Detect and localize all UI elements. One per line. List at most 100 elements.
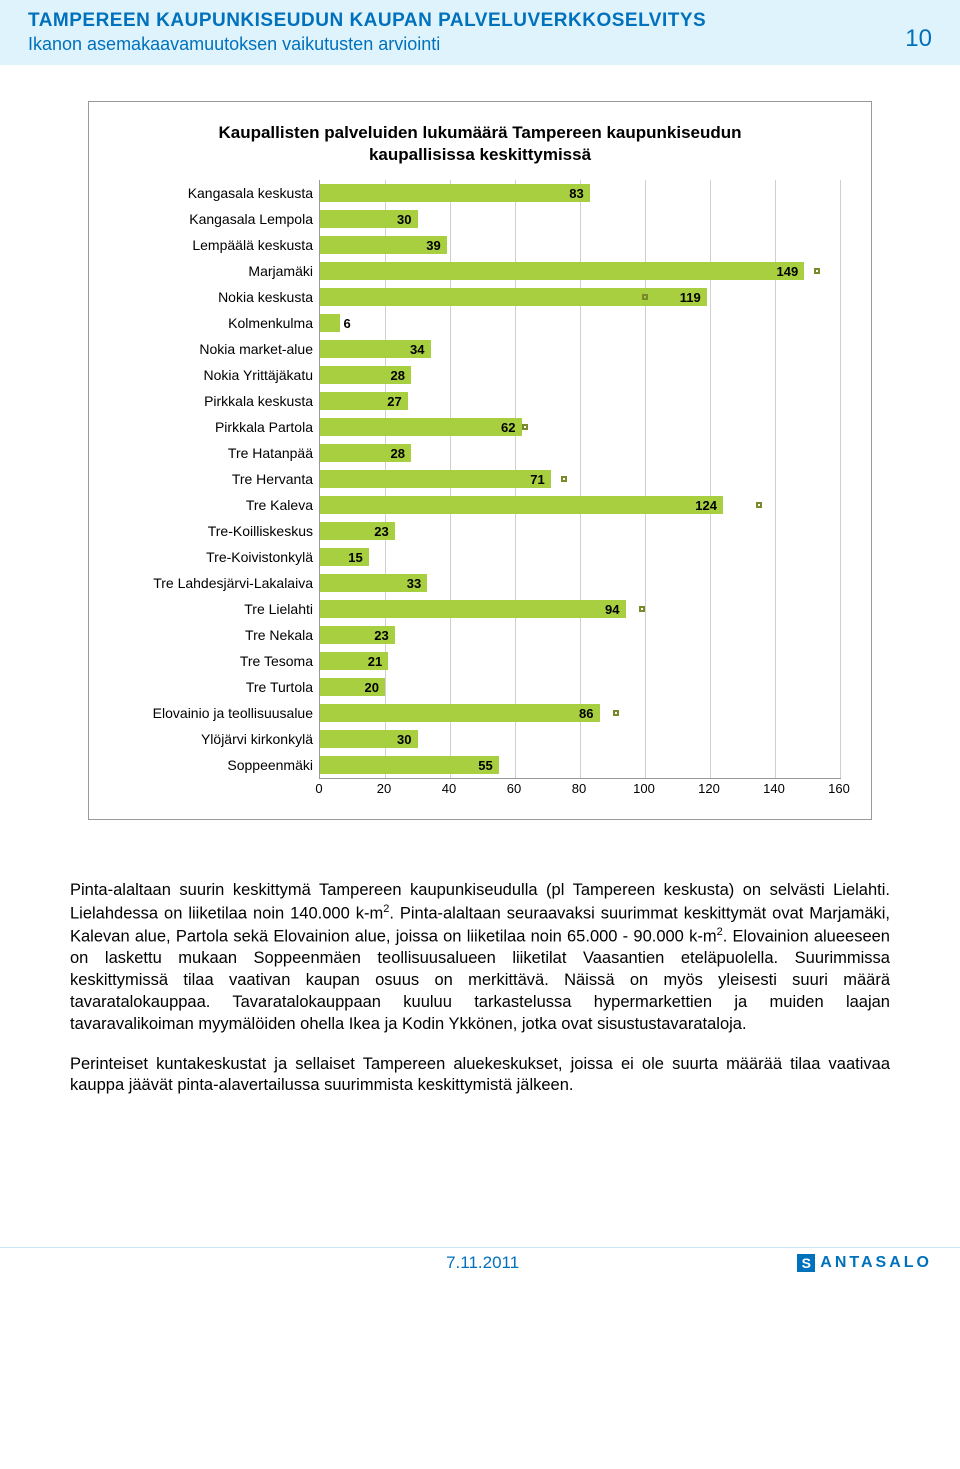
chart-bar: 39 [320, 236, 447, 254]
chart-bar-value: 83 [569, 186, 583, 201]
chart-bar-value: 62 [501, 420, 515, 435]
chart-bar-value: 94 [605, 602, 619, 617]
chart-bar-value: 28 [391, 368, 405, 383]
page-footer: 7.11.2011 S ANTASALO [0, 1247, 960, 1291]
chart-y-label: Kolmenkulma [119, 310, 319, 336]
chart-bar-value: 119 [680, 290, 701, 305]
chart-bar-row: 86 [320, 700, 841, 726]
chart-title: Kaupallisten palveluiden lukumäärä Tampe… [119, 122, 841, 166]
chart-bar-value: 23 [374, 524, 388, 539]
chart-bar-value: 86 [579, 706, 593, 721]
chart-bar-value: 21 [368, 654, 382, 669]
chart-bar-row: 30 [320, 206, 841, 232]
chart-y-label: Tre Tesoma [119, 648, 319, 674]
chart-bar-row: 94 [320, 596, 841, 622]
chart-bar-row: 83 [320, 180, 841, 206]
chart-title-line2: kaupallisissa keskittymissä [369, 145, 591, 164]
chart-bar: 15 [320, 548, 369, 566]
page-number: 10 [905, 25, 932, 55]
chart-y-label: Kangasala Lempola [119, 206, 319, 232]
chart-y-label: Nokia keskusta [119, 284, 319, 310]
chart-marker [642, 294, 648, 300]
chart-y-label: Marjamäki [119, 258, 319, 284]
chart-plot: 83 30 39 149 119 6 34 28 27 62 28 71 124 23 15 33 94 23 21… [319, 180, 841, 779]
chart-bar-value: 149 [777, 264, 799, 279]
chart-bar-value: 27 [387, 394, 401, 409]
chart-x-tick: 140 [763, 781, 785, 796]
chart-area: Kangasala keskustaKangasala LempolaLempä… [119, 180, 841, 779]
chart-y-label: Lempäälä keskusta [119, 232, 319, 258]
chart-bar-row: 71 [320, 466, 841, 492]
chart-bar-row: 6 [320, 310, 841, 336]
chart-bar-value: 30 [397, 212, 411, 227]
chart-bar-value: 124 [695, 498, 717, 513]
page-content: Kaupallisten palveluiden lukumäärä Tampe… [0, 101, 960, 1097]
chart-bar-value: 30 [397, 732, 411, 747]
chart-bar-row: 30 [320, 726, 841, 752]
paragraph-2: Perinteiset kuntakeskustat ja sellaiset … [70, 1054, 890, 1098]
chart-bar-row: 15 [320, 544, 841, 570]
chart-y-label: Tre Lahdesjärvi-Lakalaiva [119, 570, 319, 596]
chart-container: Kaupallisten palveluiden lukumäärä Tampe… [88, 101, 872, 820]
header-title-line2: Ikanon asemakaavamuutoksen vaikutusten a… [28, 34, 706, 55]
chart-bar-row: 23 [320, 622, 841, 648]
chart-bar-row: 28 [320, 440, 841, 466]
chart-y-label: Kangasala keskusta [119, 180, 319, 206]
chart-bar: 28 [320, 366, 411, 384]
chart-x-tick: 80 [572, 781, 586, 796]
chart-x-tick: 0 [315, 781, 322, 796]
chart-bar: 119 [320, 288, 707, 306]
chart-y-label: Tre Kaleva [119, 492, 319, 518]
chart-bar-row: 33 [320, 570, 841, 596]
chart-bar: 30 [320, 210, 418, 228]
chart-x-tick: 100 [633, 781, 655, 796]
chart-y-label: Tre-Koilliskeskus [119, 518, 319, 544]
chart-bar-value: 6 [344, 316, 351, 331]
paragraph-1: Pinta-alaltaan suurin keskittymä Tampere… [70, 880, 890, 1035]
chart-y-label: Soppeenmäki [119, 752, 319, 778]
chart-y-label: Tre Hatanpää [119, 440, 319, 466]
chart-x-tick: 60 [507, 781, 521, 796]
chart-bar-value: 55 [478, 758, 492, 773]
chart-bar-row: 21 [320, 648, 841, 674]
chart-title-line1: Kaupallisten palveluiden lukumäärä Tampe… [218, 123, 741, 142]
chart-bar-row: 62 [320, 414, 841, 440]
chart-y-label: Tre Lielahti [119, 596, 319, 622]
chart-bar-row: 55 [320, 752, 841, 778]
chart-bar-row: 27 [320, 388, 841, 414]
chart-bar: 30 [320, 730, 418, 748]
chart-marker [814, 268, 820, 274]
chart-bar-row: 119 [320, 284, 841, 310]
chart-marker [561, 476, 567, 482]
chart-y-label: Nokia Yrittäjäkatu [119, 362, 319, 388]
chart-bar: 71 [320, 470, 551, 488]
chart-bar-row: 124 [320, 492, 841, 518]
chart-marker [522, 424, 528, 430]
chart-marker [613, 710, 619, 716]
chart-y-label: Pirkkala Partola [119, 414, 319, 440]
chart-x-tick: 120 [698, 781, 720, 796]
chart-x-tick: 20 [377, 781, 391, 796]
chart-marker [639, 606, 645, 612]
chart-bar: 124 [320, 496, 723, 514]
chart-bar: 33 [320, 574, 427, 592]
header-titles: TAMPEREEN KAUPUNKISEUDUN KAUPAN PALVELUV… [28, 10, 706, 55]
chart-y-label: Pirkkala keskusta [119, 388, 319, 414]
chart-bar-row: 34 [320, 336, 841, 362]
footer-date: 7.11.2011 [446, 1253, 519, 1273]
chart-bar-value: 71 [530, 472, 544, 487]
header-title-line1: TAMPEREEN KAUPUNKISEUDUN KAUPAN PALVELUV… [28, 10, 706, 32]
logo-square-icon: S [797, 1254, 815, 1272]
chart-bar: 20 [320, 678, 385, 696]
chart-y-label: Tre Hervanta [119, 466, 319, 492]
chart-bar-value: 15 [348, 550, 362, 565]
chart-bar: 86 [320, 704, 600, 722]
chart-bar: 28 [320, 444, 411, 462]
chart-y-labels: Kangasala keskustaKangasala LempolaLempä… [119, 180, 319, 779]
footer-logo: S ANTASALO [797, 1254, 932, 1272]
chart-bar-row: 23 [320, 518, 841, 544]
logo-text: ANTASALO [820, 1254, 932, 1272]
chart-bar: 34 [320, 340, 431, 358]
chart-y-label: Elovainio ja teollisuusalue [119, 700, 319, 726]
chart-bar: 62 [320, 418, 522, 436]
